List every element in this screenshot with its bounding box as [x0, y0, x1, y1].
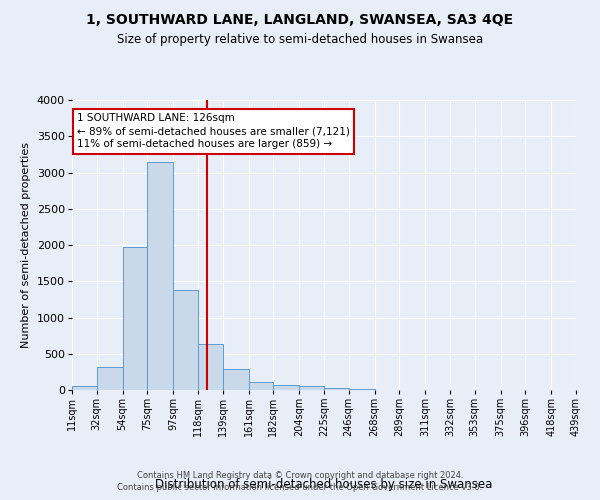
Text: Size of property relative to semi-detached houses in Swansea: Size of property relative to semi-detach… [117, 32, 483, 46]
Text: Contains HM Land Registry data © Crown copyright and database right 2024.
Contai: Contains HM Land Registry data © Crown c… [118, 471, 482, 492]
Bar [198, 344, 223, 390]
Text: 1, SOUTHWARD LANE, LANGLAND, SWANSEA, SA3 4QE: 1, SOUTHWARD LANE, LANGLAND, SWANSEA, SA… [86, 12, 514, 26]
Bar [97, 367, 122, 390]
X-axis label: Distribution of semi-detached houses by size in Swansea: Distribution of semi-detached houses by … [155, 478, 493, 491]
Bar [299, 386, 324, 390]
Bar [248, 382, 274, 390]
Bar [223, 368, 248, 390]
Bar [173, 290, 198, 390]
Bar [274, 386, 299, 390]
Text: 1 SOUTHWARD LANE: 126sqm
← 89% of semi-detached houses are smaller (7,121)
11% o: 1 SOUTHWARD LANE: 126sqm ← 89% of semi-d… [77, 113, 350, 150]
Bar [122, 247, 148, 390]
Bar [324, 388, 349, 390]
Bar [148, 162, 173, 390]
Bar [72, 386, 97, 390]
Y-axis label: Number of semi-detached properties: Number of semi-detached properties [22, 142, 31, 348]
